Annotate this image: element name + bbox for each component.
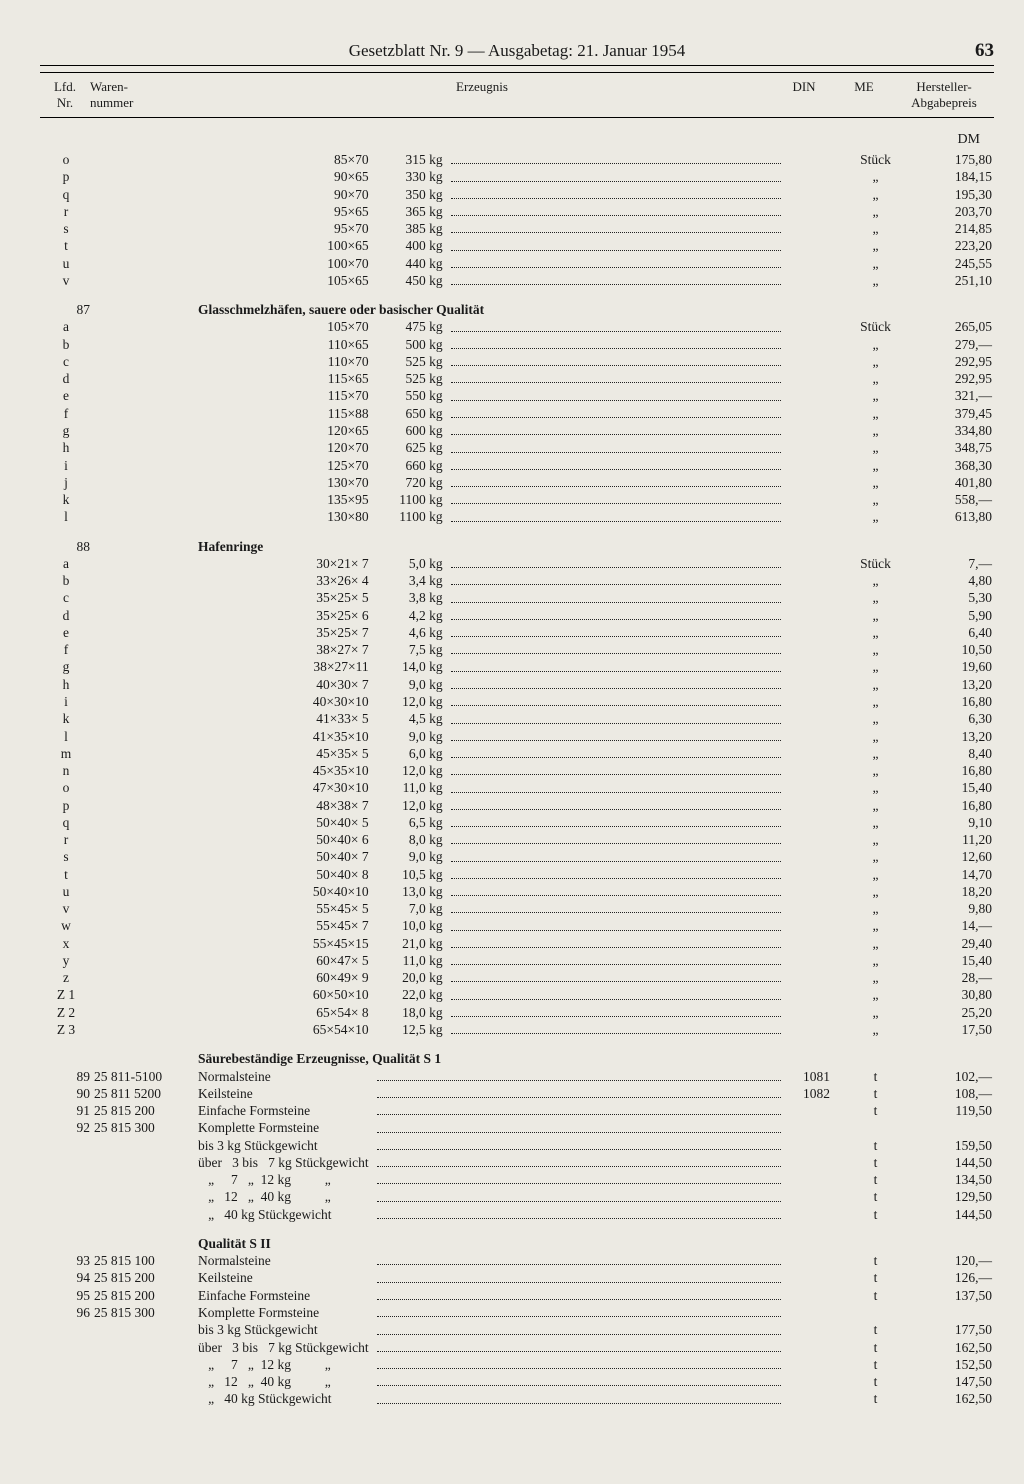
table-row: m45×35× 56,0 kg„8,40 bbox=[40, 745, 994, 762]
table-row: „ 7 „ 12 kg „t152,50 bbox=[40, 1356, 994, 1373]
table-row: bis 3 kg Stückgewichtt177,50 bbox=[40, 1321, 994, 1338]
table-row: e35×25× 74,6 kg„6,40 bbox=[40, 624, 994, 641]
table-row: 9225 815 300Komplette Formsteine bbox=[40, 1119, 994, 1136]
col-lfd: Lfd.Nr. bbox=[40, 79, 90, 111]
table-row: l130×801100 kg„613,80 bbox=[40, 508, 994, 525]
table-row: z60×49× 920,0 kg„28,— bbox=[40, 969, 994, 986]
table-row: Z 160×50×1022,0 kg„30,80 bbox=[40, 986, 994, 1003]
table-row: k135×951100 kg„558,— bbox=[40, 491, 994, 508]
table-row: r50×40× 68,0 kg„11,20 bbox=[40, 831, 994, 848]
table-row: v105×65450 kg„251,10 bbox=[40, 272, 994, 289]
table-row: p90×65330 kg„184,15 bbox=[40, 168, 994, 185]
table-row: a30×21× 75,0 kgStück7,— bbox=[40, 555, 994, 572]
column-headers: Lfd.Nr. Waren-nummer Erzeugnis DIN ME He… bbox=[40, 72, 994, 118]
col-erz: Erzeugnis bbox=[190, 79, 774, 111]
table-row: „ 7 „ 12 kg „t134,50 bbox=[40, 1171, 994, 1188]
col-waren: Waren-nummer bbox=[90, 79, 190, 111]
table-row: 9325 815 100Normalsteinet120,— bbox=[40, 1252, 994, 1269]
table-row: v55×45× 57,0 kg„9,80 bbox=[40, 900, 994, 917]
table-row: über 3 bis 7 kg Stückgewichtt144,50 bbox=[40, 1154, 994, 1171]
table-row: Z 265×54× 818,0 kg„25,20 bbox=[40, 1004, 994, 1021]
table-row: i125×70660 kg„368,30 bbox=[40, 457, 994, 474]
table-row: q50×40× 56,5 kg„9,10 bbox=[40, 814, 994, 831]
table-row: s95×70385 kg„214,85 bbox=[40, 220, 994, 237]
table-row: t50×40× 810,5 kg„14,70 bbox=[40, 866, 994, 883]
table-row: 9025 811 5200Keilsteine1082t108,— bbox=[40, 1085, 994, 1102]
table-row: b110×65500 kg„279,— bbox=[40, 336, 994, 353]
table-row: 8925 811-5100Normalsteine1081t102,— bbox=[40, 1068, 994, 1085]
col-din: DIN bbox=[774, 79, 834, 111]
section-header: 87Glasschmelzhäfen, sauere oder basische… bbox=[40, 295, 994, 318]
table-row: n45×35×1012,0 kg„16,80 bbox=[40, 762, 994, 779]
table-row: h40×30× 79,0 kg„13,20 bbox=[40, 676, 994, 693]
table-row: l41×35×109,0 kg„13,20 bbox=[40, 728, 994, 745]
table-row: w55×45× 710,0 kg„14,— bbox=[40, 917, 994, 934]
table-row: k41×33× 54,5 kg„6,30 bbox=[40, 710, 994, 727]
table-row: bis 3 kg Stückgewichtt159,50 bbox=[40, 1137, 994, 1154]
table-row: r95×65365 kg„203,70 bbox=[40, 203, 994, 220]
table-row: g38×27×1114,0 kg„19,60 bbox=[40, 658, 994, 675]
table-row: „ 40 kg Stückgewichtt144,50 bbox=[40, 1206, 994, 1223]
price-table: o85×70315 kgStück175,80p90×65330 kg„184,… bbox=[40, 151, 994, 1414]
table-row: 9425 815 200Keilsteinet126,— bbox=[40, 1269, 994, 1286]
table-row: u100×70440 kg„245,55 bbox=[40, 255, 994, 272]
table-row: a105×70475 kgStück265,05 bbox=[40, 318, 994, 335]
table-row: „ 12 „ 40 kg „t147,50 bbox=[40, 1373, 994, 1390]
table-row: Z 365×54×1012,5 kg„17,50 bbox=[40, 1021, 994, 1038]
table-row: d115×65525 kg„292,95 bbox=[40, 370, 994, 387]
table-row: b33×26× 43,4 kg„4,80 bbox=[40, 572, 994, 589]
section-header: Qualität S II bbox=[40, 1229, 994, 1252]
table-row: s50×40× 79,0 kg„12,60 bbox=[40, 848, 994, 865]
document-page: Gesetzblatt Nr. 9 — Ausgabetag: 21. Janu… bbox=[0, 0, 1024, 1484]
table-row: y60×47× 511,0 kg„15,40 bbox=[40, 952, 994, 969]
table-row: x55×45×1521,0 kg„29,40 bbox=[40, 935, 994, 952]
table-row: „ 12 „ 40 kg „t129,50 bbox=[40, 1188, 994, 1205]
table-row: u50×40×1013,0 kg„18,20 bbox=[40, 883, 994, 900]
table-row: „ 40 kg Stückgewichtt162,50 bbox=[40, 1390, 994, 1407]
table-row: p48×38× 712,0 kg„16,80 bbox=[40, 797, 994, 814]
table-row: 9625 815 300Komplette Formsteine bbox=[40, 1304, 994, 1321]
currency-label: DM bbox=[40, 132, 994, 148]
table-row: g120×65600 kg„334,80 bbox=[40, 422, 994, 439]
header-title: Gesetzblatt Nr. 9 — Ausgabetag: 21. Janu… bbox=[80, 41, 954, 61]
table-row: d35×25× 64,2 kg„5,90 bbox=[40, 607, 994, 624]
table-row: o85×70315 kgStück175,80 bbox=[40, 151, 994, 168]
col-me: ME bbox=[834, 79, 894, 111]
table-row: h120×70625 kg„348,75 bbox=[40, 439, 994, 456]
table-row: 9125 815 200Einfache Formsteinet119,50 bbox=[40, 1102, 994, 1119]
col-preis: Hersteller-Abgabepreis bbox=[894, 79, 994, 111]
table-row: 9525 815 200Einfache Formsteinet137,50 bbox=[40, 1287, 994, 1304]
section-header: Säurebeständige Erzeugnisse, Qualität S … bbox=[40, 1044, 994, 1067]
page-number: 63 bbox=[954, 40, 994, 62]
table-row: c35×25× 53,8 kg„5,30 bbox=[40, 589, 994, 606]
table-row: t100×65400 kg„223,20 bbox=[40, 237, 994, 254]
section-header: 88Hafenringe bbox=[40, 532, 994, 555]
page-header: Gesetzblatt Nr. 9 — Ausgabetag: 21. Janu… bbox=[40, 40, 994, 66]
table-row: f38×27× 77,5 kg„10,50 bbox=[40, 641, 994, 658]
table-row: c110×70525 kg„292,95 bbox=[40, 353, 994, 370]
table-row: über 3 bis 7 kg Stückgewichtt162,50 bbox=[40, 1339, 994, 1356]
table-row: e115×70550 kg„321,— bbox=[40, 387, 994, 404]
table-row: j130×70720 kg„401,80 bbox=[40, 474, 994, 491]
table-row: f115×88650 kg„379,45 bbox=[40, 405, 994, 422]
table-row: i40×30×1012,0 kg„16,80 bbox=[40, 693, 994, 710]
table-row: o47×30×1011,0 kg„15,40 bbox=[40, 779, 994, 796]
table-row: q90×70350 kg„195,30 bbox=[40, 186, 994, 203]
